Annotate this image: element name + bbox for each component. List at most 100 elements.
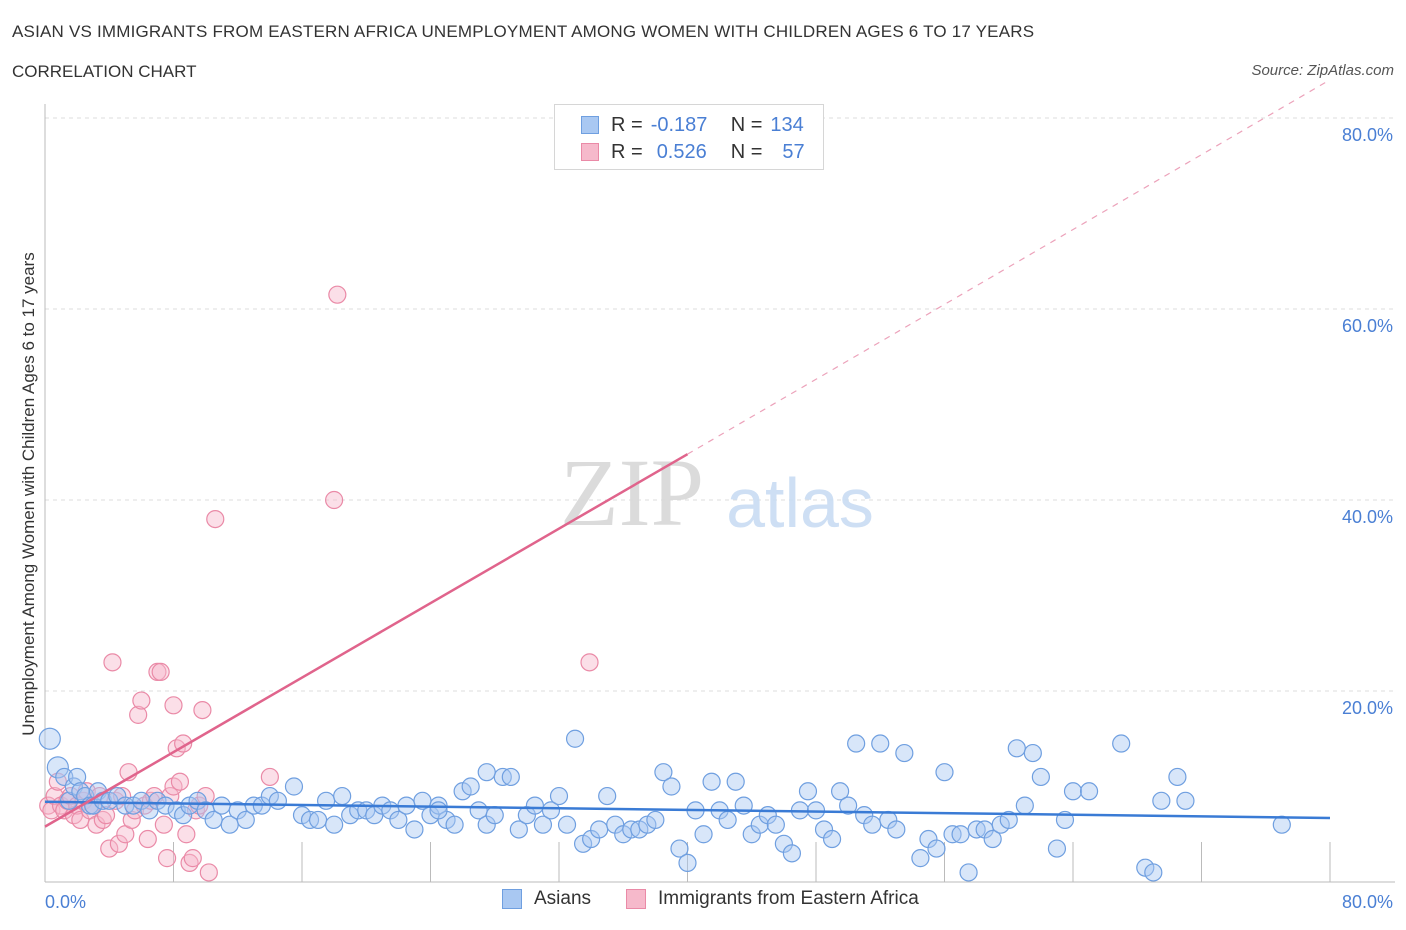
point-asian — [782, 844, 802, 863]
point-eastern-africa — [164, 696, 183, 715]
point-asian — [389, 810, 408, 830]
point-asian — [766, 815, 785, 834]
trend-line-eastern-africa-extension — [687, 79, 1331, 455]
point-asian — [236, 810, 255, 830]
point-asian — [55, 767, 74, 787]
point-asian — [702, 772, 721, 791]
axes — [44, 104, 1395, 883]
point-asian — [1112, 734, 1131, 753]
point-eastern-africa — [100, 839, 119, 858]
chart-subtitle: CORRELATION CHART — [12, 62, 197, 81]
eastern-africa-legend-icon — [626, 889, 646, 909]
point-asian — [670, 839, 689, 858]
series-asians — [38, 727, 1291, 882]
series-legend: Asians Immigrants from Eastern Africa — [0, 888, 1406, 916]
point-asian — [1176, 791, 1195, 810]
point-asian — [662, 777, 681, 796]
point-asian — [590, 820, 609, 839]
watermark: ZIP atlas — [560, 439, 874, 546]
point-asian — [485, 806, 504, 825]
point-asian — [1047, 839, 1067, 858]
point-asian — [525, 796, 545, 815]
point-asian — [1023, 743, 1042, 763]
point-asian — [268, 791, 288, 810]
point-asian — [501, 767, 520, 787]
r-label: R = — [611, 140, 643, 163]
n-label: N = — [730, 140, 763, 163]
tick-labels: 20.0% 40.0% 60.0% 80.0% 0.0% 80.0% — [45, 125, 1393, 912]
point-eastern-africa — [151, 662, 170, 682]
point-asian — [959, 863, 978, 882]
r-label: R = — [611, 113, 643, 136]
point-asian — [983, 829, 1002, 849]
point-asian — [461, 777, 480, 796]
watermark-zip: ZIP — [560, 439, 704, 546]
point-asian — [316, 791, 336, 810]
point-eastern-africa — [199, 863, 218, 882]
point-asian — [798, 782, 818, 801]
point-asian — [1144, 863, 1163, 882]
point-asian — [174, 806, 193, 825]
r-value: -0.187 — [650, 113, 708, 136]
point-asian — [927, 839, 946, 858]
point-asian — [863, 815, 882, 834]
eastern-africa-swatch-icon — [581, 143, 599, 161]
point-eastern-africa — [132, 691, 151, 710]
point-asian — [38, 727, 61, 750]
point-asian — [533, 815, 553, 834]
point-asian — [951, 825, 970, 844]
point-asian — [509, 820, 528, 839]
point-asian — [935, 763, 954, 782]
point-asian — [598, 786, 617, 806]
point-eastern-africa — [138, 829, 157, 849]
point-asian — [405, 820, 424, 839]
legend-label-asians: Asians — [534, 888, 592, 909]
point-asian — [1007, 739, 1026, 758]
point-asian — [325, 815, 344, 834]
point-asian — [1015, 796, 1034, 815]
n-value: 134 — [770, 113, 804, 136]
asians-legend-icon — [502, 889, 522, 909]
point-eastern-africa — [177, 825, 196, 844]
point-asian — [887, 820, 906, 839]
point-asian — [1063, 782, 1083, 801]
point-asian — [308, 810, 328, 830]
point-asian — [549, 786, 569, 806]
point-asian — [541, 801, 561, 820]
point-asian — [654, 763, 673, 782]
y-tick-label: 20.0% — [1342, 698, 1393, 718]
point-asian — [839, 796, 858, 815]
point-asian — [646, 810, 665, 830]
point-asian — [284, 777, 304, 796]
point-eastern-africa — [109, 834, 128, 853]
point-eastern-africa — [260, 767, 279, 787]
point-eastern-africa — [580, 653, 599, 672]
point-eastern-africa — [96, 806, 116, 825]
legend-item-eastern-africa[interactable]: Immigrants from Eastern Africa — [626, 888, 919, 910]
point-asian — [565, 729, 585, 748]
point-asian — [911, 849, 930, 868]
point-asian — [1079, 782, 1099, 801]
source-credit: Source: ZipAtlas.com — [1251, 62, 1394, 79]
x-tick-label-max: 80.0% — [1342, 892, 1393, 912]
point-asian — [156, 796, 175, 815]
asians-swatch-icon — [581, 116, 599, 134]
grid-lines — [45, 117, 1395, 692]
stats-legend: R = -0.187 N = 134 R = 0.526 N = 57 — [554, 104, 824, 170]
point-asian — [68, 767, 87, 787]
point-eastern-africa — [154, 815, 173, 834]
stats-row-asians: R = -0.187 N = 134 — [581, 113, 804, 137]
y-tick-label: 40.0% — [1342, 507, 1393, 527]
point-asian — [830, 782, 850, 801]
stats-row-eastern-africa: R = 0.526 N = 57 — [581, 140, 805, 164]
point-asian — [1168, 767, 1187, 787]
trend-lines — [44, 79, 1331, 828]
watermark-atlas: atlas — [726, 464, 874, 542]
point-eastern-africa — [129, 705, 148, 724]
point-asian — [1152, 791, 1171, 810]
point-asian — [212, 796, 231, 815]
point-asian — [333, 786, 352, 806]
legend-item-asians[interactable]: Asians — [502, 888, 591, 910]
y-axis-label: Unemployment Among Women with Children A… — [19, 252, 38, 736]
